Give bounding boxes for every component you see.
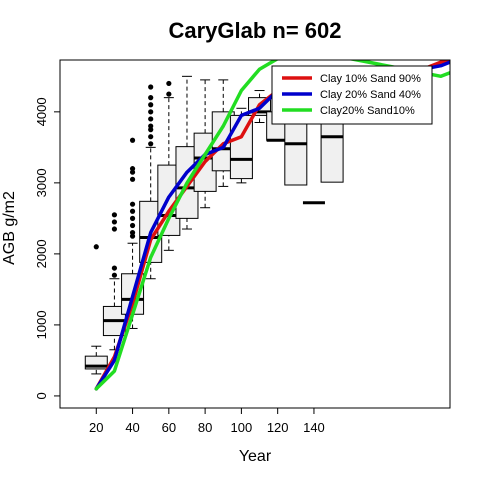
- outlier-point: [111, 212, 118, 218]
- x-tick-label: 80: [198, 420, 212, 435]
- chart-title: CaryGlab n= 602: [168, 18, 341, 43]
- y-tick-label: 3000: [34, 168, 49, 197]
- x-tick-label: 100: [231, 420, 253, 435]
- axes-layer: 20 40 60 80 100 120 140 0 1000 2000 3000 4000: [34, 59, 451, 435]
- legend-label: Clay20% Sand10%: [320, 105, 415, 117]
- outlier-point: [129, 215, 136, 221]
- boxplot-20: [84, 244, 108, 375]
- outlier-point: [148, 116, 154, 122]
- x-tick-label: 120: [267, 420, 289, 435]
- x-tick-label: 20: [89, 420, 103, 435]
- outlier-point: [166, 91, 172, 97]
- outlier-point: [111, 272, 118, 278]
- x-axis-label: Year: [239, 448, 272, 465]
- y-tick-label: 0: [34, 392, 49, 399]
- x-tick-label: 140: [303, 420, 325, 435]
- y-tick-label: 2000: [34, 239, 49, 268]
- boxplot-30: [102, 212, 126, 351]
- outlier-point: [148, 134, 154, 140]
- outlier-point: [93, 244, 99, 250]
- outlier-point: [166, 80, 172, 87]
- outlier-point: [111, 226, 118, 232]
- outlier-point: [148, 141, 154, 147]
- legend-label: Clay 20% Sand 40%: [320, 89, 421, 101]
- outlier-point: [129, 201, 136, 207]
- outlier-point: [111, 265, 118, 271]
- outlier-point: [129, 176, 136, 182]
- x-tick-label: 60: [162, 420, 176, 435]
- boxplot-100: [229, 107, 253, 184]
- outlier-point: [148, 84, 154, 90]
- y-tick-label: 1000: [34, 310, 49, 339]
- outlier-point: [129, 137, 136, 143]
- boxplot-130: [284, 107, 308, 186]
- outlier-point: [129, 229, 136, 236]
- x-tick-label: 40: [125, 420, 139, 435]
- outlier-point: [148, 123, 154, 129]
- outlier-point: [129, 166, 136, 172]
- outlier-point: [129, 222, 136, 229]
- outlier-point: [148, 95, 154, 101]
- outlier-point: [129, 208, 136, 214]
- legend-label: Clay 10% Sand 90%: [320, 73, 421, 85]
- outlier-point: [148, 109, 154, 115]
- y-tick-label: 4000: [34, 97, 49, 126]
- legend: Clay 10% Sand 90% Clay 20% Sand 40% Clay20…: [271, 65, 433, 125]
- y-axis-label: AGB g/m2: [1, 191, 18, 265]
- outlier-point: [111, 219, 118, 225]
- outlier-point: [148, 102, 154, 108]
